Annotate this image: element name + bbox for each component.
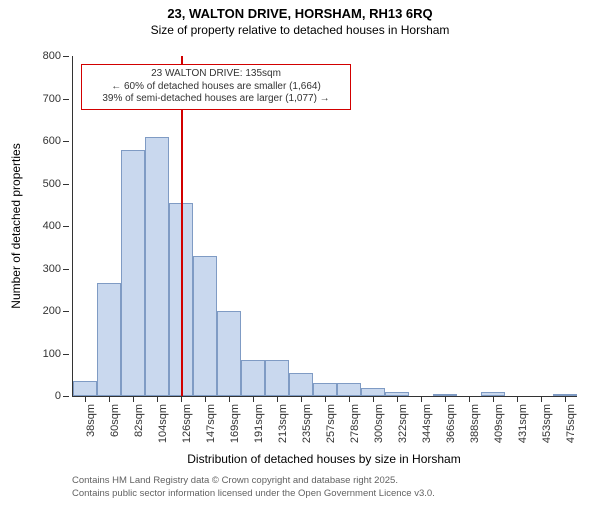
x-tick: [133, 396, 134, 402]
x-tick-label: 235sqm: [301, 404, 313, 443]
x-tick: [85, 396, 86, 402]
histogram-bar: [361, 388, 385, 397]
histogram-bar: [217, 311, 241, 396]
x-tick: [157, 396, 158, 402]
x-tick-label: 300sqm: [373, 404, 385, 443]
histogram-bar: [145, 137, 169, 396]
attribution-line: Contains HM Land Registry data © Crown c…: [72, 475, 435, 487]
y-tick-label: 600: [43, 135, 61, 147]
x-tick-label: 213sqm: [277, 404, 289, 443]
histogram-bar: [265, 360, 289, 396]
y-tick: [63, 354, 69, 355]
chart-container: 23 WALTON DRIVE: 135sqm← 60% of detached…: [0, 6, 600, 506]
y-tick-label: 800: [43, 50, 61, 62]
x-tick-label: 82sqm: [133, 404, 145, 437]
x-tick-label: 104sqm: [157, 404, 169, 443]
y-tick-label: 500: [43, 178, 61, 190]
attribution-line: Contains public sector information licen…: [72, 488, 435, 500]
x-tick: [541, 396, 542, 402]
y-tick-label: 700: [43, 93, 61, 105]
histogram-bar: [241, 360, 265, 396]
annotation-line: 23 WALTON DRIVE: 135sqm: [85, 68, 347, 81]
histogram-bar: [337, 383, 361, 396]
x-tick: [301, 396, 302, 402]
x-tick-label: 344sqm: [421, 404, 433, 443]
x-tick-label: 169sqm: [229, 404, 241, 443]
histogram-bar: [73, 381, 97, 396]
y-tick-label: 300: [43, 263, 61, 275]
y-tick-label: 400: [43, 220, 61, 232]
x-tick-label: 475sqm: [565, 404, 577, 443]
x-tick: [565, 396, 566, 402]
plot-area: 23 WALTON DRIVE: 135sqm← 60% of detached…: [72, 56, 577, 397]
y-tick: [63, 184, 69, 185]
x-tick: [253, 396, 254, 402]
x-tick-label: 60sqm: [109, 404, 121, 437]
x-tick: [277, 396, 278, 402]
x-tick-label: 453sqm: [541, 404, 553, 443]
annotation-line: 39% of semi-detached houses are larger (…: [85, 93, 347, 106]
x-tick: [397, 396, 398, 402]
y-tick: [63, 311, 69, 312]
x-tick: [109, 396, 110, 402]
y-tick: [63, 269, 69, 270]
x-tick-label: 278sqm: [349, 404, 361, 443]
x-tick-label: 257sqm: [325, 404, 337, 443]
x-tick-label: 191sqm: [253, 404, 265, 443]
y-tick: [63, 99, 69, 100]
x-tick-label: 147sqm: [205, 404, 217, 443]
x-tick: [517, 396, 518, 402]
y-tick-label: 200: [43, 305, 61, 317]
attribution-text: Contains HM Land Registry data © Crown c…: [72, 475, 435, 500]
x-tick: [205, 396, 206, 402]
x-tick: [373, 396, 374, 402]
x-tick-label: 38sqm: [85, 404, 97, 437]
histogram-bar: [97, 283, 121, 396]
x-axis-label: Distribution of detached houses by size …: [72, 452, 576, 466]
x-tick: [181, 396, 182, 402]
x-tick: [349, 396, 350, 402]
histogram-bar: [193, 256, 217, 396]
x-tick: [325, 396, 326, 402]
x-tick: [493, 396, 494, 402]
annotation-line: ← 60% of detached houses are smaller (1,…: [85, 81, 347, 94]
y-tick-label: 100: [43, 348, 61, 360]
x-tick-label: 388sqm: [469, 404, 481, 443]
x-tick: [421, 396, 422, 402]
annotation-box: 23 WALTON DRIVE: 135sqm← 60% of detached…: [81, 64, 351, 110]
x-tick-label: 366sqm: [445, 404, 457, 443]
y-tick: [63, 226, 69, 227]
y-axis-label: Number of detached properties: [9, 143, 23, 308]
histogram-bar: [121, 150, 145, 397]
x-tick: [469, 396, 470, 402]
y-tick: [63, 396, 69, 397]
x-tick-label: 409sqm: [493, 404, 505, 443]
y-tick: [63, 56, 69, 57]
x-tick-label: 431sqm: [517, 404, 529, 443]
x-tick-label: 322sqm: [397, 404, 409, 443]
histogram-bar: [313, 383, 337, 396]
y-tick-label: 0: [55, 390, 61, 402]
x-tick: [445, 396, 446, 402]
x-tick: [229, 396, 230, 402]
y-tick: [63, 141, 69, 142]
x-tick-label: 126sqm: [181, 404, 193, 443]
histogram-bar: [289, 373, 313, 396]
